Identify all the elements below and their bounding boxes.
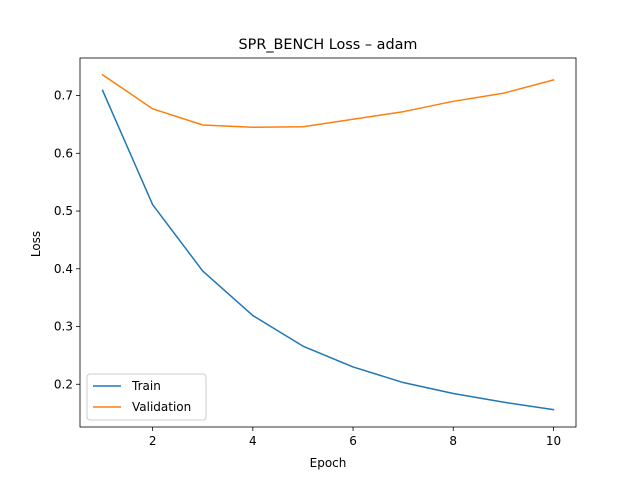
y-tick-label: 0.3 bbox=[54, 320, 73, 334]
chart-title: SPR_BENCH Loss – adam bbox=[239, 37, 418, 53]
y-tick-label: 0.6 bbox=[54, 146, 73, 160]
legend-label-train: Train bbox=[131, 379, 161, 393]
series-line-train bbox=[101, 89, 555, 411]
plot-area bbox=[79, 57, 577, 428]
y-tick-label: 0.5 bbox=[54, 204, 73, 218]
y-axis-label: Loss bbox=[29, 231, 43, 257]
y-tick-label: 0.4 bbox=[54, 262, 73, 276]
legend: Train Validation bbox=[86, 373, 207, 421]
x-tick-label: 2 bbox=[149, 434, 157, 448]
plot-frame bbox=[79, 57, 577, 428]
x-tick-label: 10 bbox=[546, 434, 561, 448]
y-tick-label: 0.2 bbox=[54, 377, 73, 391]
x-axis: 2 4 6 8 10 bbox=[149, 427, 561, 448]
x-tick-label: 8 bbox=[449, 434, 457, 448]
x-axis-label: Epoch bbox=[310, 456, 347, 470]
legend-label-validation: Validation bbox=[132, 400, 191, 414]
series-line-validation bbox=[101, 73, 555, 129]
y-axis: 0.2 0.3 0.4 0.5 0.6 0.7 bbox=[54, 89, 80, 391]
series-layer bbox=[101, 73, 555, 411]
y-tick-label: 0.7 bbox=[54, 89, 73, 103]
x-tick-label: 6 bbox=[349, 434, 357, 448]
x-tick-label: 4 bbox=[249, 434, 257, 448]
